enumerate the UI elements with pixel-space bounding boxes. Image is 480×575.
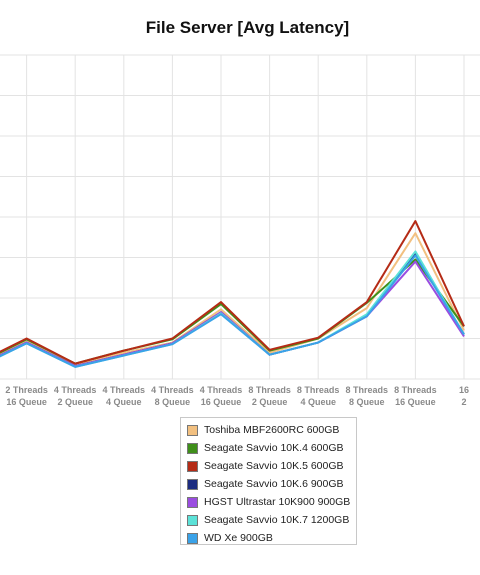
x-tick-label: 4 Queue <box>300 397 336 407</box>
legend-swatch <box>187 532 198 544</box>
series-line-3 <box>0 253 465 368</box>
x-tick-label: 8 Queue <box>155 397 191 407</box>
legend-item[interactable]: Seagate Savvio 10K.4 600GB <box>187 439 356 457</box>
x-tick-label: 4 Threads <box>200 385 243 395</box>
chart-title: File Server [Avg Latency] <box>145 18 350 37</box>
legend-item[interactable]: Seagate Savvio 10K.6 900GB <box>187 475 356 493</box>
legend-swatch <box>187 460 198 472</box>
legend-item[interactable]: Seagate Savvio 10K.5 600GB <box>187 457 356 475</box>
legend-label: Seagate Savvio 10K.4 600GB <box>204 442 344 454</box>
legend-label: HGST Ultrastar 10K900 900GB <box>204 496 351 508</box>
legend-swatch <box>187 496 198 508</box>
x-tick-label: 8 Threads <box>297 385 340 395</box>
legend-item[interactable]: HGST Ultrastar 10K900 900GB <box>187 493 356 511</box>
x-tick-label: 4 Threads <box>151 385 194 395</box>
series-line-0 <box>0 232 465 366</box>
legend-label: WD Xe 900GB <box>204 532 273 544</box>
x-tick-label: 4 Threads <box>103 385 146 395</box>
legend-label: Seagate Savvio 10K.7 1200GB <box>204 514 350 526</box>
legend-swatch <box>187 478 198 490</box>
x-tick-label: 4 Threads <box>54 385 97 395</box>
legend-label: Seagate Savvio 10K.5 600GB <box>204 460 344 472</box>
x-tick-label: 2 Queue <box>252 397 288 407</box>
x-tick-label: 2 Threads <box>5 385 48 395</box>
legend-swatch <box>187 424 198 436</box>
x-tick-label: 8 Threads <box>346 385 389 395</box>
x-tick-label: 16 Queue <box>201 397 242 407</box>
x-tick-label: 2 <box>461 397 466 407</box>
legend-label: Seagate Savvio 10K.6 900GB <box>204 478 344 490</box>
x-tick-label: 8 Queue <box>349 397 385 407</box>
chart-legend: Toshiba MBF2600RC 600GB Seagate Savvio 10… <box>180 417 357 545</box>
series-line-2 <box>0 220 465 365</box>
x-tick-label: 4 Queue <box>106 397 142 407</box>
legend-label: Toshiba MBF2600RC 600GB <box>204 424 340 436</box>
legend-item[interactable]: Toshiba MBF2600RC 600GB <box>187 421 356 439</box>
x-tick-label: 16 Queue <box>6 397 47 407</box>
series-line-5 <box>0 250 465 368</box>
legend-item[interactable]: WD Xe 900GB <box>187 529 356 547</box>
series-line-6 <box>0 254 465 368</box>
x-tick-label: 16 Queue <box>395 397 436 407</box>
legend-item[interactable]: Seagate Savvio 10K.7 1200GB <box>187 511 356 529</box>
legend-swatch <box>187 442 198 454</box>
x-tick-label: 16 <box>459 385 469 395</box>
legend-swatch <box>187 514 198 526</box>
x-tick-label: 2 Queue <box>57 397 93 407</box>
x-tick-label: 8 Threads <box>394 385 437 395</box>
x-tick-label: 8 Threads <box>248 385 291 395</box>
chart-series-lines <box>0 220 465 368</box>
